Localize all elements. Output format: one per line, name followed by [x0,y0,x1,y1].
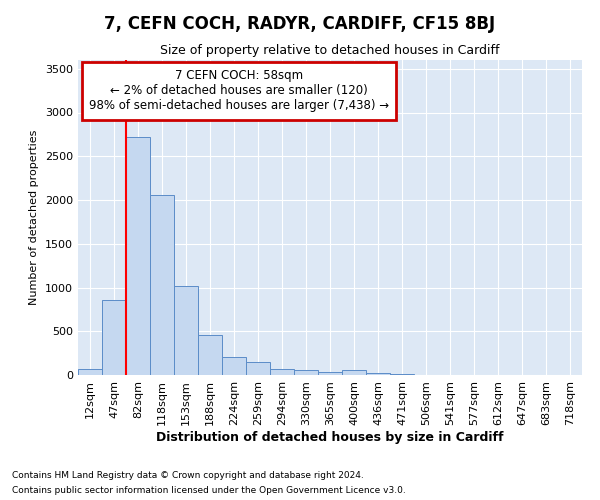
Bar [366,373,390,375]
Bar [294,370,318,375]
Title: Size of property relative to detached houses in Cardiff: Size of property relative to detached ho… [160,44,500,58]
Bar [342,370,366,375]
Bar [198,335,222,375]
Bar [78,370,102,375]
X-axis label: Distribution of detached houses by size in Cardiff: Distribution of detached houses by size … [156,430,504,444]
Bar [174,286,198,375]
Bar [102,300,126,375]
Bar [222,357,246,375]
Y-axis label: Number of detached properties: Number of detached properties [29,130,40,305]
Text: 7 CEFN COCH: 58sqm
← 2% of detached houses are smaller (120)
98% of semi-detache: 7 CEFN COCH: 58sqm ← 2% of detached hous… [89,70,389,112]
Bar [246,362,270,375]
Bar [126,137,150,375]
Text: Contains public sector information licensed under the Open Government Licence v3: Contains public sector information licen… [12,486,406,495]
Bar [270,369,294,375]
Bar [150,194,174,375]
Bar [318,372,342,375]
Text: 7, CEFN COCH, RADYR, CARDIFF, CF15 8BJ: 7, CEFN COCH, RADYR, CARDIFF, CF15 8BJ [104,15,496,33]
Text: Contains HM Land Registry data © Crown copyright and database right 2024.: Contains HM Land Registry data © Crown c… [12,471,364,480]
Bar [390,374,414,375]
